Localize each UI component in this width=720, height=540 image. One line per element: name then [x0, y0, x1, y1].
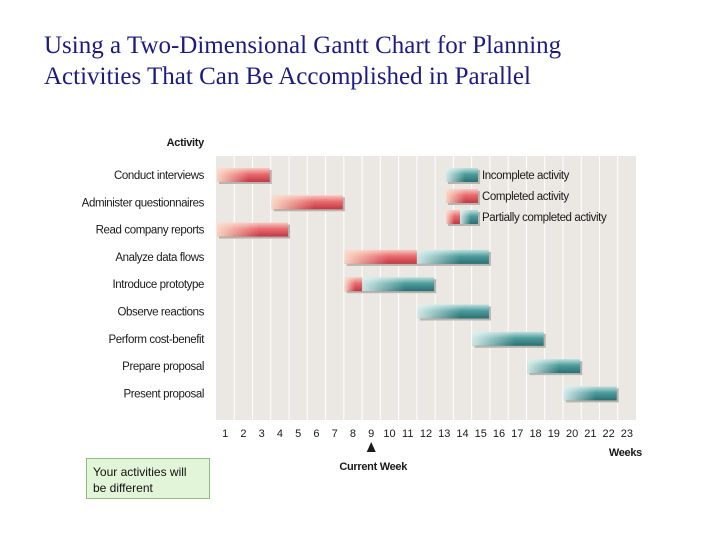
bar-highlight	[344, 277, 363, 292]
completed-segment	[217, 222, 291, 239]
completed-segment	[217, 168, 272, 184]
activity-label: Observe reactions	[117, 307, 204, 319]
week-tick-label: 18	[529, 428, 541, 440]
week-tick-label: 22	[602, 428, 614, 440]
week-tick-label: 6	[313, 428, 319, 440]
incomplete-segment	[472, 331, 546, 348]
bar-highlight	[344, 249, 417, 264]
week-tick-label: 12	[420, 428, 432, 440]
bar-highlight	[563, 386, 617, 401]
week-tick-label: 5	[295, 428, 301, 440]
activity-label: Prepare proposal	[122, 361, 204, 373]
week-tick-label: 9	[368, 428, 374, 440]
activity-bar	[472, 331, 546, 348]
incomplete-segment	[416, 249, 491, 266]
bar-highlight	[472, 331, 544, 346]
note-box: Your activities will be different	[86, 458, 210, 499]
activity-label: Conduct interviews	[114, 170, 205, 182]
week-tick-label: 20	[566, 428, 578, 440]
bar-highlight	[217, 222, 289, 237]
current-week-label: Current Week	[339, 461, 408, 473]
bar-highlight	[446, 189, 478, 203]
week-tick-label: 2	[240, 428, 246, 440]
activity-label: Present proposal	[123, 388, 204, 400]
chart-legend: Incomplete activity Completed activity Par…	[446, 168, 607, 226]
activity-bar	[217, 168, 272, 184]
week-tick-label: 16	[493, 428, 505, 440]
legend-label: Completed activity	[482, 191, 569, 203]
completed-segment	[344, 277, 365, 294]
week-tick-label: 11	[402, 428, 413, 440]
bar-highlight	[446, 210, 460, 224]
activity-bar	[563, 386, 619, 403]
legend-item-partial: Partially completed activity	[446, 210, 607, 226]
legend-item-incomplete: Incomplete activity	[446, 168, 570, 184]
activity-bar	[417, 304, 491, 321]
incomplete-segment	[417, 304, 491, 321]
bar-highlight	[271, 195, 343, 210]
week-tick-label: 17	[511, 428, 523, 440]
legend-label: Incomplete activity	[482, 170, 570, 182]
legend-swatch	[446, 189, 480, 205]
incomplete-segment	[527, 359, 583, 376]
activity-label: Administer questionnaires	[82, 197, 205, 209]
completed-segment	[344, 249, 419, 266]
slide-title-line-2: Activities That Can Be Accomplished in P…	[44, 63, 531, 90]
completed-segment	[271, 195, 345, 212]
week-tick-label: 21	[584, 428, 596, 440]
legend-label: Partially completed activity	[482, 212, 607, 224]
incomplete-segment	[362, 277, 437, 294]
slide-title: Using a Two-Dimensional Gantt Chart for …	[44, 30, 704, 92]
x-axis-label: Weeks	[609, 447, 642, 459]
legend-swatch-completed	[446, 210, 462, 226]
week-tick-label: 13	[438, 428, 450, 440]
week-tick-label: 19	[548, 428, 560, 440]
activity-label: Introduce prototype	[113, 279, 205, 291]
bar-highlight	[446, 168, 478, 182]
week-tick-label: 23	[621, 428, 633, 440]
week-tick-label: 3	[259, 428, 265, 440]
activity-bar	[344, 249, 491, 266]
activity-bar	[527, 359, 583, 376]
bar-highlight	[416, 249, 489, 264]
week-axis: 1 2 3 4 5 6 7 8 9 10 11 12 13 14 15 16 17 18 19 20 21 22 23Wee…	[222, 428, 642, 473]
activity-bar	[271, 195, 345, 212]
current-week-marker	[366, 442, 376, 452]
week-tick-label: 14	[456, 428, 468, 440]
activity-header: Activity	[167, 137, 206, 149]
week-tick-label: 15	[475, 428, 487, 440]
slide-title-line-1: Using a Two-Dimensional Gantt Chart for …	[44, 32, 562, 59]
activity-labels: Activity Conduct interviews Administer que…	[82, 137, 206, 400]
legend-item-completed: Completed activity	[446, 189, 570, 205]
activity-label: Read company reports	[96, 225, 205, 237]
legend-swatch	[446, 168, 480, 184]
week-tick-label: 1	[222, 428, 228, 440]
week-tick-label: 7	[332, 428, 338, 440]
legend-swatch-incomplete	[460, 210, 480, 226]
week-tick-label: 8	[350, 428, 356, 440]
activity-label: Analyze data flows	[115, 252, 204, 264]
bar-highlight	[217, 168, 270, 182]
incomplete-segment	[563, 386, 619, 403]
activity-bar	[344, 277, 437, 294]
activity-bars	[217, 168, 619, 403]
bar-highlight	[362, 277, 435, 292]
activity-bar	[217, 222, 291, 239]
bar-highlight	[527, 359, 581, 374]
week-tick-label: 10	[383, 428, 395, 440]
bar-highlight	[417, 304, 489, 319]
activity-label: Perform cost-benefit	[108, 334, 205, 346]
bar-highlight	[460, 210, 478, 224]
week-tick-label: 4	[277, 428, 283, 440]
